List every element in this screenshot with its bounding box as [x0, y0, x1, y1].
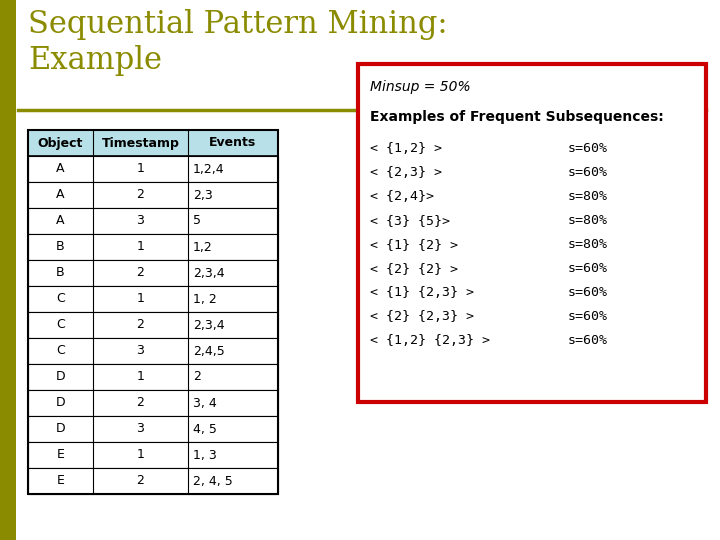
Text: B: B [56, 267, 65, 280]
Text: 2: 2 [137, 475, 145, 488]
Text: B: B [56, 240, 65, 253]
Text: D: D [55, 370, 66, 383]
Text: Examples of Frequent Subsequences:: Examples of Frequent Subsequences: [370, 110, 664, 124]
FancyBboxPatch shape [28, 390, 278, 416]
Text: C: C [56, 293, 65, 306]
FancyBboxPatch shape [28, 260, 278, 286]
FancyBboxPatch shape [28, 312, 278, 338]
Text: 2: 2 [137, 396, 145, 409]
Text: 1, 3: 1, 3 [193, 449, 217, 462]
FancyBboxPatch shape [28, 442, 278, 468]
Text: s=80%: s=80% [568, 238, 608, 251]
Text: 1: 1 [137, 293, 145, 306]
Text: < {2,3} >: < {2,3} > [370, 166, 442, 179]
Text: < {1,2} {2,3} >: < {1,2} {2,3} > [370, 334, 490, 347]
Text: 1: 1 [137, 449, 145, 462]
FancyBboxPatch shape [28, 130, 278, 156]
Text: 1, 2: 1, 2 [193, 293, 217, 306]
Text: C: C [56, 319, 65, 332]
Text: s=80%: s=80% [568, 190, 608, 203]
FancyBboxPatch shape [28, 286, 278, 312]
FancyBboxPatch shape [358, 64, 706, 402]
Text: s=60%: s=60% [568, 262, 608, 275]
Text: 3: 3 [137, 214, 145, 227]
Text: 3: 3 [137, 422, 145, 435]
Text: < {2} {2} >: < {2} {2} > [370, 262, 458, 275]
Text: 3: 3 [137, 345, 145, 357]
Text: 2,3: 2,3 [193, 188, 212, 201]
Text: 2,3,4: 2,3,4 [193, 319, 225, 332]
Text: Timestamp: Timestamp [102, 137, 179, 150]
Text: 3, 4: 3, 4 [193, 396, 217, 409]
FancyBboxPatch shape [0, 0, 16, 540]
Text: 1: 1 [137, 240, 145, 253]
Text: 2,3,4: 2,3,4 [193, 267, 225, 280]
Text: 2,4,5: 2,4,5 [193, 345, 225, 357]
Text: 1: 1 [137, 370, 145, 383]
FancyBboxPatch shape [28, 338, 278, 364]
Text: s=80%: s=80% [568, 214, 608, 227]
Text: A: A [56, 188, 65, 201]
Text: 2: 2 [137, 319, 145, 332]
Text: 1,2: 1,2 [193, 240, 212, 253]
Text: 2: 2 [137, 267, 145, 280]
Text: < {1} {2} >: < {1} {2} > [370, 238, 458, 251]
Text: < {2,4}>: < {2,4}> [370, 190, 434, 203]
Text: A: A [56, 163, 65, 176]
Text: E: E [57, 475, 64, 488]
Text: D: D [55, 396, 66, 409]
FancyBboxPatch shape [28, 468, 278, 494]
FancyBboxPatch shape [28, 182, 278, 208]
Text: Object: Object [38, 137, 84, 150]
Text: Sequential Pattern Mining:: Sequential Pattern Mining: [28, 9, 448, 40]
Text: s=60%: s=60% [568, 166, 608, 179]
FancyBboxPatch shape [28, 416, 278, 442]
Text: C: C [56, 345, 65, 357]
Text: 4, 5: 4, 5 [193, 422, 217, 435]
Text: 2: 2 [137, 188, 145, 201]
FancyBboxPatch shape [28, 156, 278, 182]
Text: Example: Example [28, 45, 162, 76]
Text: s=60%: s=60% [568, 142, 608, 155]
Text: s=60%: s=60% [568, 286, 608, 299]
Text: < {2} {2,3} >: < {2} {2,3} > [370, 310, 474, 323]
Text: < {3} {5}>: < {3} {5}> [370, 214, 450, 227]
Text: 1: 1 [137, 163, 145, 176]
FancyBboxPatch shape [28, 364, 278, 390]
FancyBboxPatch shape [28, 234, 278, 260]
Text: < {1,2} >: < {1,2} > [370, 142, 442, 155]
Text: A: A [56, 214, 65, 227]
Text: 1,2,4: 1,2,4 [193, 163, 225, 176]
FancyBboxPatch shape [28, 208, 278, 234]
Text: E: E [57, 449, 64, 462]
Text: Minsup = 50%: Minsup = 50% [370, 80, 471, 94]
Text: < {1} {2,3} >: < {1} {2,3} > [370, 286, 474, 299]
Text: Events: Events [210, 137, 256, 150]
Text: 5: 5 [193, 214, 201, 227]
Text: D: D [55, 422, 66, 435]
Text: s=60%: s=60% [568, 334, 608, 347]
Text: s=60%: s=60% [568, 310, 608, 323]
Text: 2: 2 [193, 370, 201, 383]
Text: 2, 4, 5: 2, 4, 5 [193, 475, 233, 488]
